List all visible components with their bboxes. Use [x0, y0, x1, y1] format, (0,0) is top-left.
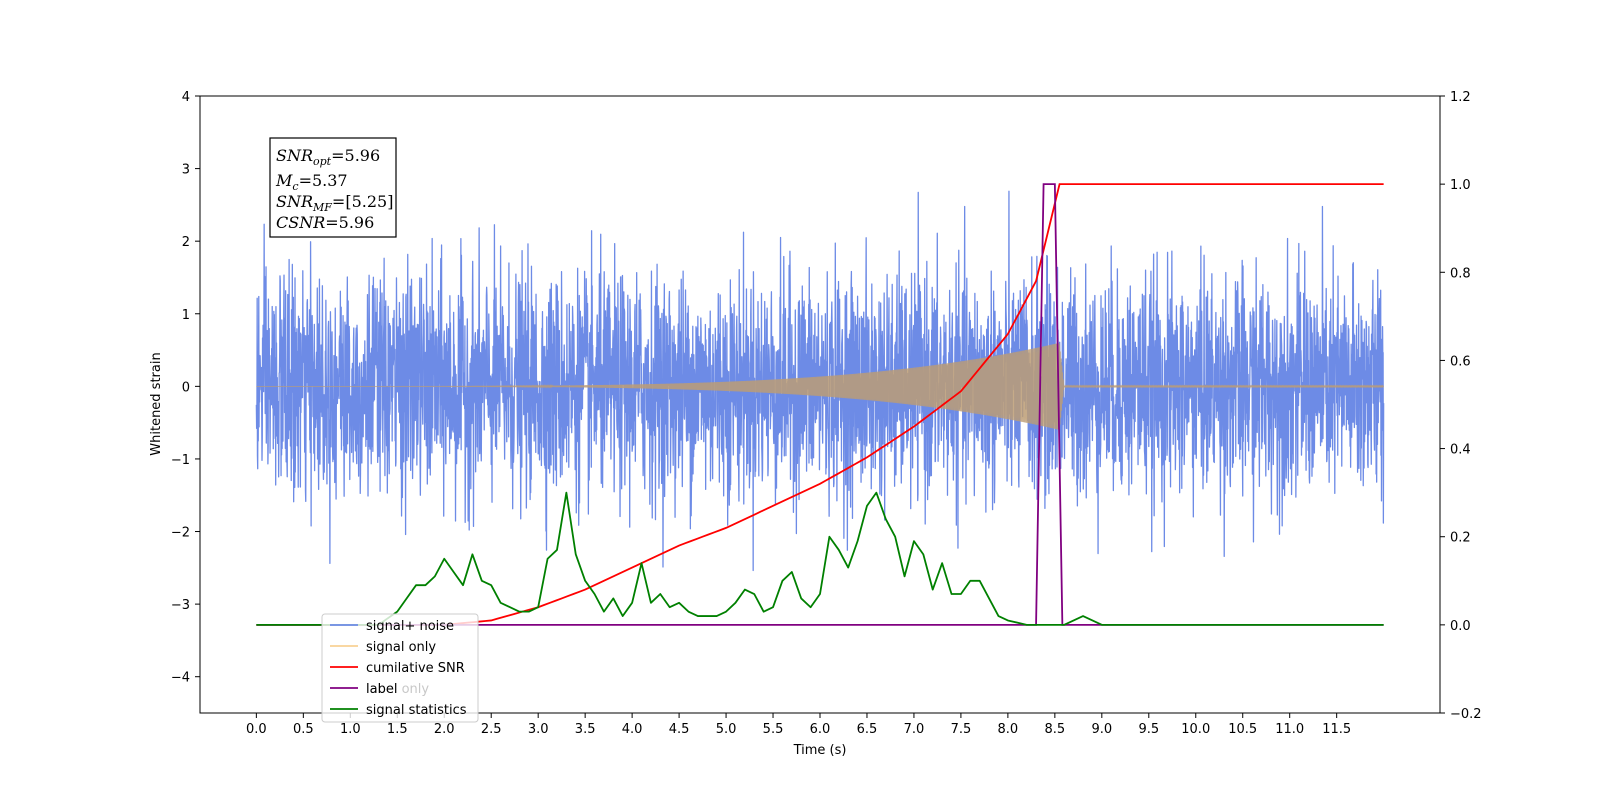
- x-tick-label: 6.0: [810, 722, 831, 737]
- y-right-tick-label: 1.2: [1450, 90, 1471, 105]
- series-signal-noise: [255, 190, 1385, 572]
- y-right-tick-label: 0.6: [1450, 354, 1471, 369]
- x-tick-label: 3.5: [575, 722, 596, 737]
- y-left-tick-label: 1: [182, 308, 190, 323]
- y-right-tick-label: 1.0: [1450, 178, 1471, 193]
- x-axis-label: Time (s): [793, 743, 847, 758]
- x-tick-label: 8.0: [998, 722, 1019, 737]
- y-right-tick-label: 0.4: [1450, 443, 1471, 458]
- y-axis-right: 1.2 1.0 0.8 0.6 0.4 0.2 0.0 −0.2: [1440, 90, 1482, 722]
- legend-item-signal-statistics: signal statistics: [330, 703, 467, 718]
- series-signal-statistics: [256, 491, 1384, 626]
- legend-label-signal-statistics: signal statistics: [366, 703, 467, 718]
- x-tick-label: 7.5: [951, 722, 972, 737]
- x-tick-label: 9.0: [1091, 722, 1112, 737]
- legend-label-signal-noise: signal+ noise: [366, 619, 454, 634]
- legend-item-label: label: [330, 682, 397, 697]
- x-tick-label: 5.0: [716, 722, 737, 737]
- x-tick-label: 7.0: [904, 722, 925, 737]
- annotation-mc: Mc=5.37: [275, 171, 348, 193]
- x-tick-label: 11.5: [1322, 722, 1351, 737]
- y-left-tick-label: 4: [182, 90, 190, 105]
- annotation-box: SNRopt=5.96 Mc=5.37 SNRMF=[5.25] CSNR=5.…: [269, 137, 397, 238]
- y-right-tick-label: 0.2: [1450, 531, 1471, 546]
- y-right-tick-label: −0.2: [1450, 707, 1482, 722]
- legend-item-signal-only: signal only: [330, 640, 436, 655]
- legend-label-cumulative-snr: cumilative SNR: [366, 661, 465, 676]
- y-left-tick-label: 0: [182, 380, 190, 395]
- y-left-tick-label: 2: [182, 235, 190, 250]
- annotation-snr-mf: SNRMF=[5.25]: [276, 192, 393, 214]
- legend-label-label-only: label only: [366, 682, 429, 697]
- y-axis-left: 4 3 2 1 0 −1 −2 −3 −4: [171, 90, 200, 686]
- y-right-tick-label: 0.0: [1450, 619, 1471, 634]
- x-tick-label: 0.5: [293, 722, 314, 737]
- x-tick-label: 10.0: [1181, 722, 1210, 737]
- x-tick-label: 2.0: [434, 722, 455, 737]
- x-tick-label: 0.0: [246, 722, 267, 737]
- x-tick-label: 1.0: [340, 722, 361, 737]
- y-left-tick-label: −3: [171, 598, 190, 613]
- x-tick-label: 3.0: [528, 722, 549, 737]
- series-signal-only: [256, 342, 1384, 430]
- x-tick-label: 1.5: [387, 722, 408, 737]
- x-tick-label: 5.5: [763, 722, 784, 737]
- y-axis-label: Whitened strain: [149, 352, 164, 455]
- annotation-csnr: CSNR=5.96: [276, 213, 374, 232]
- y-left-tick-label: −4: [171, 671, 190, 686]
- x-tick-label: 11.0: [1275, 722, 1304, 737]
- legend-item-signal-noise: signal+ noise: [330, 619, 454, 634]
- y-right-tick-label: 0.8: [1450, 266, 1471, 281]
- x-tick-label: 4.5: [669, 722, 690, 737]
- x-tick-label: 8.5: [1045, 722, 1066, 737]
- legend-label-label: label: [366, 682, 397, 697]
- y-left-tick-label: −2: [171, 526, 190, 541]
- legend-item-label-only: label only: [366, 682, 429, 697]
- legend: signal+ noise signal only cumilative SNR…: [321, 613, 479, 723]
- x-tick-label: 4.0: [622, 722, 643, 737]
- legend-label-signal-only: signal only: [366, 640, 436, 655]
- legend-item-cumulative-snr: cumilative SNR: [330, 661, 465, 676]
- x-tick-label: 9.5: [1138, 722, 1159, 737]
- plot-area: [255, 183, 1385, 626]
- annotation-snr-opt: SNRopt=5.96: [276, 146, 380, 168]
- x-tick-label: 2.5: [481, 722, 502, 737]
- x-tick-label: 10.5: [1228, 722, 1257, 737]
- x-axis: 0.0 0.5 1.0 1.5 2.0 2.5 3.0 3.5 4.0 4.5 5.0 5.5 6.0 6…: [246, 713, 1351, 737]
- y-left-tick-label: 3: [182, 163, 190, 178]
- x-tick-label: 6.5: [857, 722, 878, 737]
- y-left-tick-label: −1: [171, 453, 190, 468]
